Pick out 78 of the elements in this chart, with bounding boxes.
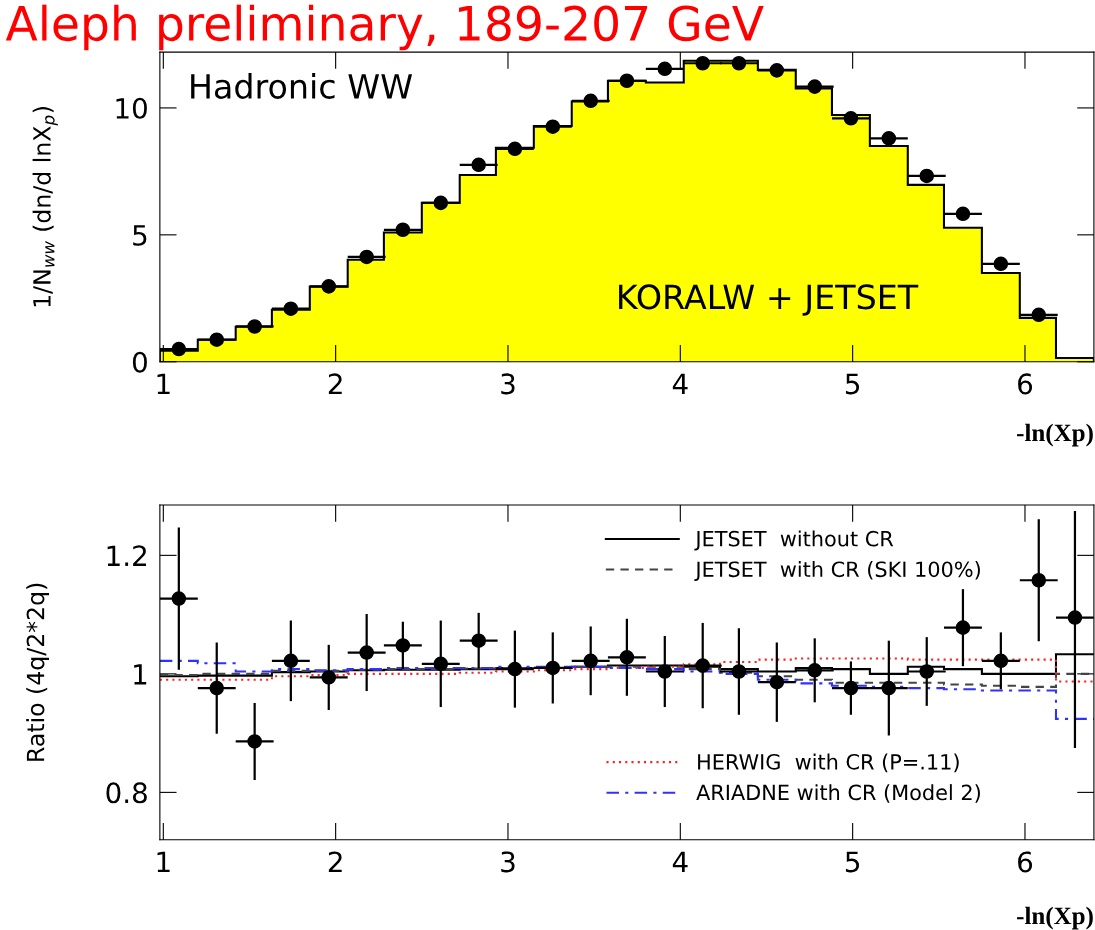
point xyxy=(395,638,411,653)
x-tick-label: 4 xyxy=(672,851,688,873)
x-tick-label: 3 xyxy=(501,851,515,873)
point xyxy=(955,620,971,635)
point xyxy=(807,79,823,94)
point xyxy=(283,653,299,669)
point xyxy=(507,661,523,677)
point xyxy=(171,591,187,606)
point xyxy=(769,63,785,78)
annotation: KORALW + JETSET xyxy=(619,284,919,316)
point xyxy=(1031,572,1047,588)
point xyxy=(209,332,225,347)
point xyxy=(769,674,785,690)
chart-title: Aleph preliminary, 189-207 GeV xyxy=(5,4,764,51)
point xyxy=(507,141,523,157)
point xyxy=(1031,307,1047,323)
point xyxy=(919,664,935,679)
point xyxy=(321,279,337,294)
point xyxy=(695,658,710,673)
point xyxy=(433,195,449,211)
point xyxy=(321,670,337,685)
point xyxy=(471,633,486,648)
point xyxy=(171,341,187,357)
point xyxy=(619,73,635,89)
y-tick-label: 1 xyxy=(134,664,147,685)
point xyxy=(881,131,897,146)
legend-label: JETSET with CR (SKI 100%) xyxy=(694,561,980,582)
x-tick-label: 6 xyxy=(1018,851,1033,873)
y-tick-label: 0 xyxy=(132,351,147,373)
x-tick-label: 1 xyxy=(157,373,170,394)
x-tick-label: 6 xyxy=(1018,373,1033,395)
x-axis-title: -ln(Xp) xyxy=(1017,423,1093,447)
point xyxy=(843,111,859,126)
point xyxy=(283,301,299,316)
x-tick-label: 5 xyxy=(845,373,860,395)
point xyxy=(209,680,225,696)
y-axis-title: Ratio (4q/2*2q) xyxy=(26,583,50,761)
y-tick-label: 5 xyxy=(133,225,147,246)
annotation: Hadronic WW xyxy=(191,73,413,99)
y-tick-label: 10 xyxy=(116,97,147,119)
point xyxy=(657,61,673,77)
x-tick-label: 3 xyxy=(501,373,515,395)
point xyxy=(545,119,561,134)
point xyxy=(359,645,374,660)
point xyxy=(919,168,935,184)
point xyxy=(433,656,449,672)
point xyxy=(247,319,262,334)
point xyxy=(1067,610,1083,625)
point xyxy=(881,680,897,696)
x-tick-label: 2 xyxy=(328,373,342,394)
y-axis-title: 1/N$_{ww}$ (dn/d lnX$_{p}$) xyxy=(32,107,58,307)
series-label: HERWIG with CR (P=.11) xyxy=(698,753,959,773)
point xyxy=(843,680,859,696)
point xyxy=(731,664,747,679)
point xyxy=(583,653,598,669)
legend-label: JETSET without CR xyxy=(694,530,894,551)
point xyxy=(619,649,635,665)
point xyxy=(247,734,262,749)
point xyxy=(471,157,486,173)
point xyxy=(395,222,411,238)
point xyxy=(731,55,747,71)
point xyxy=(993,256,1009,272)
x-tick-label: 4 xyxy=(672,373,688,394)
y-tick-label: 1.2 xyxy=(107,545,146,566)
x-tick-label: 2 xyxy=(328,851,342,873)
point xyxy=(955,206,971,222)
x-tick-label: 1 xyxy=(157,851,170,873)
x-tick-label: 5 xyxy=(845,851,860,873)
series-label: ARIADNE with CR (Model 2) xyxy=(696,784,980,803)
point xyxy=(545,660,561,676)
point xyxy=(993,653,1009,669)
point xyxy=(807,663,823,678)
point xyxy=(583,93,598,109)
x-axis-title: -ln(Xp) xyxy=(1017,906,1093,930)
point xyxy=(359,249,374,265)
point xyxy=(657,664,673,679)
y-tick-label: 0.8 xyxy=(106,782,147,804)
point xyxy=(695,55,710,71)
